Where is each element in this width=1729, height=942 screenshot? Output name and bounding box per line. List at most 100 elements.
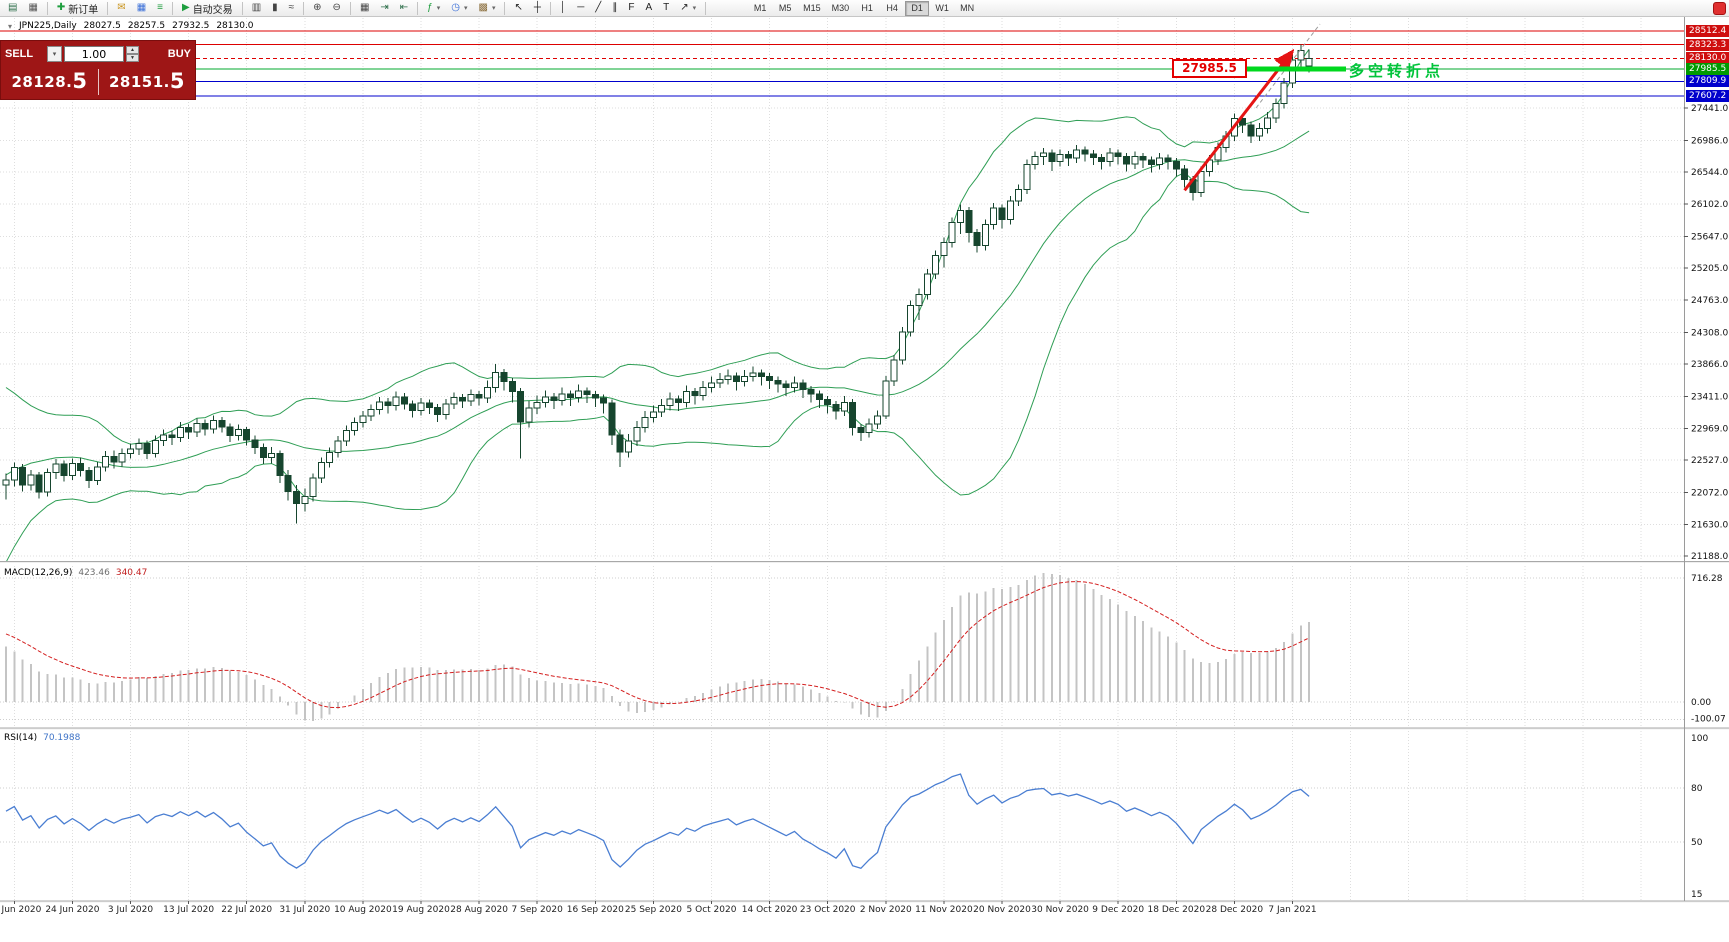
toolbar-separator <box>549 1 551 15</box>
trendline-tool-icon: ╱ <box>595 2 602 13</box>
axis-label: 27441.0 <box>1691 104 1728 114</box>
bar-chart-mode-button[interactable]: ▥ <box>247 1 266 16</box>
text-tool-icon: A <box>645 2 653 13</box>
rsi-indicator-label: RSI(14) 70.1988 <box>4 733 80 743</box>
templates-button[interactable]: ▩ ▾ <box>474 1 501 16</box>
axis-label: 31 Jul 2020 <box>279 905 330 915</box>
axis-label: 50 <box>1691 838 1703 848</box>
label-tool-button[interactable]: T <box>658 1 674 16</box>
grid-layer <box>0 18 1684 900</box>
axis-label: 22 Jul 2020 <box>221 905 272 915</box>
zoom-in-button[interactable]: ⊕ <box>308 1 326 16</box>
axis-label: 28 Dec 2020 <box>1206 905 1264 915</box>
axis-label: 15 <box>1691 890 1702 900</box>
axis-label: 21188.0 <box>1691 552 1728 562</box>
volume-input[interactable] <box>64 46 124 62</box>
chart-shift-button[interactable]: ⇤ <box>395 1 413 16</box>
crosshair-tool-button[interactable]: ┼ <box>529 1 546 16</box>
mailbox-button[interactable]: ✉ <box>112 1 130 16</box>
market-news-button[interactable]: ≡ <box>152 1 168 16</box>
price-tag-27607.2: 27607.2 <box>1686 89 1729 102</box>
macd-value-signal: 340.47 <box>115 568 148 578</box>
periods-dropdown-icon: ▾ <box>463 5 468 12</box>
toolbar-separator <box>107 1 109 15</box>
indicators-button[interactable]: ƒ ▾ <box>422 1 445 16</box>
axis-label: 24763.0 <box>1691 296 1728 306</box>
price-annotation-box[interactable]: 27985.5 <box>1172 59 1247 79</box>
buy-button[interactable]: BUY <box>151 48 191 60</box>
ohlc-open: 28027.5 <box>83 21 121 31</box>
timeframe-toolbar: M1 M5 M15 M30 H1 H4 D1 W1 MN <box>748 0 979 16</box>
periods-icon: ◷ <box>451 2 460 13</box>
buy-price[interactable]: 28151. 5 <box>99 66 196 98</box>
axis-label: 10 Aug 2020 <box>334 905 392 915</box>
market-news-icon: ≡ <box>157 2 163 13</box>
alert-icon[interactable] <box>1713 2 1726 15</box>
new-chart-icon: ▤ <box>8 2 18 13</box>
timeframe-m15-button[interactable]: M15 <box>798 1 826 16</box>
horizontal-line-tool-button[interactable]: ─ <box>572 1 589 16</box>
timeframe-w1-button[interactable]: W1 <box>930 1 954 16</box>
zoom-out-icon: ⊖ <box>332 2 341 13</box>
axis-label: 19 Aug 2020 <box>392 905 450 915</box>
axis-label: -100.07 <box>1691 714 1726 724</box>
volume-preset-dropdown[interactable]: ▾ <box>47 46 62 62</box>
timeframe-d1-button[interactable]: D1 <box>905 0 930 16</box>
one-click-toggle-icon[interactable]: ▾ <box>8 21 13 31</box>
vertical-line-tool-button[interactable]: │ <box>555 1 571 16</box>
new-order-button[interactable]: ✚ 新订单 <box>52 1 103 16</box>
cursor-tool-button[interactable]: ↖ <box>509 1 527 16</box>
tile-windows-button[interactable]: ▦ <box>355 1 374 16</box>
auto-scroll-button[interactable]: ⇥ <box>375 1 393 16</box>
timeframe-m5-button[interactable]: M5 <box>773 1 797 16</box>
fibonacci-tool-button[interactable]: F <box>623 1 639 16</box>
timeframe-h4-button[interactable]: H4 <box>880 1 904 16</box>
arrows-tool-button[interactable]: ↗ ▾ <box>675 1 701 16</box>
volume-down-button[interactable]: ▼ <box>126 54 139 62</box>
chart-shift-icon: ⇤ <box>399 2 409 13</box>
sell-button[interactable]: SELL <box>5 48 45 60</box>
autotrading-label: 自动交易 <box>192 4 233 16</box>
price-tag-27809.9: 27809.9 <box>1686 75 1729 88</box>
indicators-icon: ƒ <box>427 2 433 13</box>
timeframe-m30-button[interactable]: M30 <box>827 1 855 16</box>
macd-value-main: 423.46 <box>78 568 110 578</box>
text-tool-button[interactable]: A <box>640 1 657 16</box>
zoom-in-icon: ⊕ <box>313 2 322 13</box>
timeframe-h1-button[interactable]: H1 <box>855 1 879 16</box>
chart-profiles-button[interactable]: ▦ <box>23 1 42 16</box>
volume-up-button[interactable]: ▲ <box>126 46 139 54</box>
price-divider <box>97 69 99 95</box>
turning-point-annotation[interactable]: 多空转折点 <box>1349 61 1445 80</box>
periods-button[interactable]: ◷ ▾ <box>446 1 472 16</box>
bollinger-layer <box>5 49 1310 563</box>
axis-label: 25205.0 <box>1691 264 1728 274</box>
axis-label: 7 Sep 2020 <box>512 905 564 915</box>
axis-label: 22072.0 <box>1691 489 1728 499</box>
candlestick-mode-button[interactable]: ▮ <box>267 1 283 16</box>
price-tag-28323.3: 28323.3 <box>1686 38 1729 51</box>
timeframe-m1-button[interactable]: M1 <box>748 1 772 16</box>
zoom-out-button[interactable]: ⊖ <box>328 1 346 16</box>
sell-price[interactable]: 28128. 5 <box>1 66 98 98</box>
line-chart-mode-button[interactable]: ≈ <box>284 1 300 16</box>
trendline-tool-button[interactable]: ╱ <box>590 1 606 16</box>
volume-stepper: ▲ ▼ <box>126 46 139 62</box>
autotrading-icon: ▶ <box>181 2 190 13</box>
axis-label: 100 <box>1691 734 1708 744</box>
fibonacci-tool-icon: F <box>628 2 635 13</box>
toolbar-separator <box>46 1 48 15</box>
axis-label: 15 Jun 2020 <box>0 905 42 915</box>
autotrading-button[interactable]: ▶ 自动交易 <box>177 1 238 16</box>
axis-label: 3 Jul 2020 <box>108 905 153 915</box>
axis-label: 26102.0 <box>1691 200 1728 210</box>
new-chart-button[interactable]: ▤ <box>3 1 22 16</box>
axis-labels-layer: 27441.0 26986.0 26544.0 26102.0 25647.0 25205… <box>0 104 1728 915</box>
economic-calendar-button[interactable]: ▦ <box>132 1 151 16</box>
chart-profiles-icon: ▦ <box>28 2 38 13</box>
one-click-trading-panel: SELL ▾ ▲ ▼ BUY 28128.5 28151.5 <box>0 40 196 100</box>
toolbar-separator <box>705 1 707 15</box>
timeframe-mn-button[interactable]: MN <box>955 1 979 16</box>
channel-tool-button[interactable]: ∥ <box>607 1 622 16</box>
